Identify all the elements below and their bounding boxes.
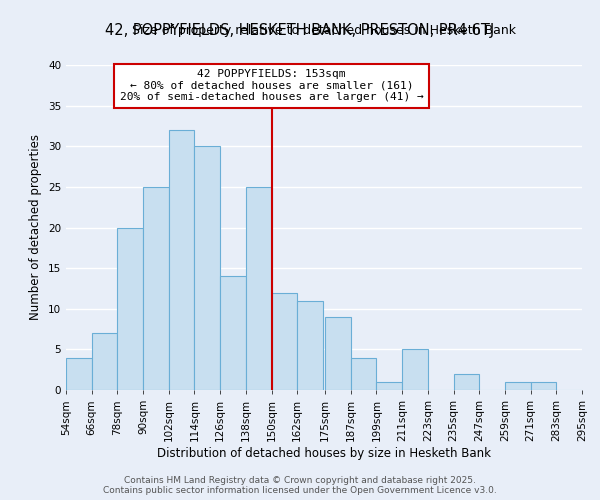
Bar [272, 292, 297, 390]
Bar [220, 276, 246, 390]
Bar [66, 358, 92, 390]
Bar [402, 350, 428, 390]
Bar [505, 382, 530, 390]
Bar [194, 146, 220, 390]
Bar [530, 382, 556, 390]
Bar [325, 317, 351, 390]
Title: Size of property relative to detached houses in Hesketh Bank: Size of property relative to detached ho… [132, 24, 516, 38]
Bar [92, 333, 118, 390]
Bar [246, 187, 272, 390]
Text: Contains HM Land Registry data © Crown copyright and database right 2025.
Contai: Contains HM Land Registry data © Crown c… [103, 476, 497, 495]
Bar [118, 228, 143, 390]
Bar [351, 358, 376, 390]
Bar [376, 382, 402, 390]
Bar [297, 300, 323, 390]
Bar [169, 130, 194, 390]
Bar [454, 374, 479, 390]
X-axis label: Distribution of detached houses by size in Hesketh Bank: Distribution of detached houses by size … [157, 446, 491, 460]
Y-axis label: Number of detached properties: Number of detached properties [29, 134, 43, 320]
Text: 42, POPPYFIELDS, HESKETH BANK, PRESTON, PR4 6TJ: 42, POPPYFIELDS, HESKETH BANK, PRESTON, … [106, 22, 494, 38]
Text: 42 POPPYFIELDS: 153sqm
← 80% of detached houses are smaller (161)
20% of semi-de: 42 POPPYFIELDS: 153sqm ← 80% of detached… [119, 69, 424, 102]
Bar [143, 187, 169, 390]
